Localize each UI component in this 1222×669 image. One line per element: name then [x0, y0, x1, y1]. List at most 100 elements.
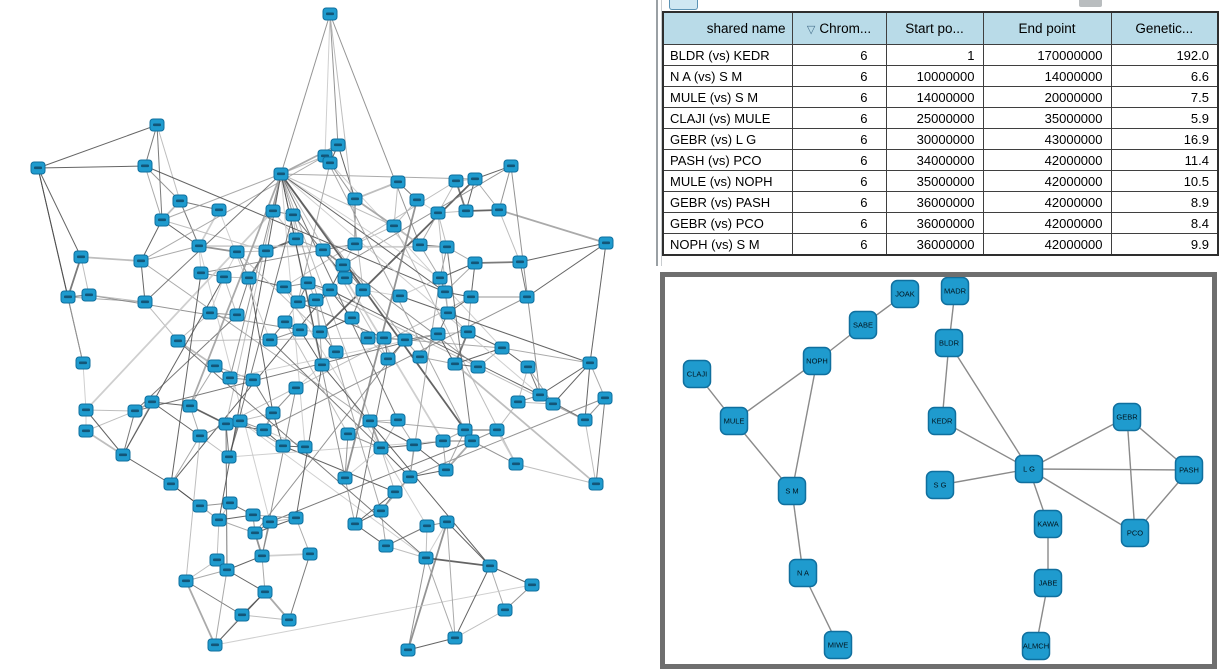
table-cell[interactable]: 6 [791, 170, 887, 192]
network-node[interactable] [412, 238, 428, 252]
table-cell[interactable]: 35000000 [885, 170, 984, 192]
table-cell[interactable]: GEBR (vs) PCO [662, 212, 793, 234]
network-node[interactable] [597, 391, 613, 405]
network-node[interactable] [75, 356, 91, 370]
network-node[interactable] [438, 463, 454, 477]
column-header-genetic[interactable]: Genetic... [1110, 11, 1219, 45]
network-node[interactable] [373, 441, 389, 455]
network-node[interactable] [508, 457, 524, 471]
table-cell[interactable]: 36000000 [885, 212, 984, 234]
network-node[interactable] [245, 373, 261, 387]
node-almch[interactable]: ALMCH [1021, 631, 1051, 661]
network-node[interactable] [322, 7, 338, 21]
network-node[interactable] [437, 285, 453, 299]
network-node[interactable] [470, 360, 486, 374]
node-kawa[interactable]: KAWA [1033, 509, 1063, 539]
network-node[interactable] [207, 359, 223, 373]
table-cell[interactable]: BLDR (vs) KEDR [662, 44, 793, 66]
network-node[interactable] [337, 471, 353, 485]
network-node[interactable] [435, 434, 451, 448]
network-node[interactable] [211, 203, 227, 217]
node-claji[interactable]: CLAJI [682, 359, 712, 389]
network-node[interactable] [519, 290, 535, 304]
table-cell[interactable]: 30000000 [885, 128, 984, 150]
network-node[interactable] [430, 327, 446, 341]
node-mule[interactable]: MULE [719, 406, 749, 436]
network-node[interactable] [288, 381, 304, 395]
network-node[interactable] [588, 477, 604, 491]
network-node[interactable] [144, 395, 160, 409]
node-kedr[interactable]: KEDR [927, 406, 957, 436]
network-node[interactable] [378, 539, 394, 553]
filter-icon[interactable]: ▽ [806, 24, 816, 36]
network-node[interactable] [182, 399, 198, 413]
network-edge[interactable] [1126, 416, 1136, 534]
table-cell[interactable]: 42000000 [982, 212, 1112, 234]
table-cell[interactable]: CLAJI (vs) MULE [662, 107, 793, 129]
network-node[interactable] [491, 203, 507, 217]
network-node[interactable] [458, 204, 474, 218]
network-node[interactable] [582, 356, 598, 370]
network-node[interactable] [297, 440, 313, 454]
network-node[interactable] [419, 519, 435, 533]
table-cell[interactable]: 6 [791, 149, 887, 171]
network-node[interactable] [598, 236, 614, 250]
node-noph[interactable]: NOPH [802, 346, 832, 376]
network-node[interactable] [191, 239, 207, 253]
network-node[interactable] [328, 345, 344, 359]
network-node[interactable] [178, 574, 194, 588]
network-node[interactable] [78, 403, 94, 417]
network-node[interactable] [545, 397, 561, 411]
tab-fragment[interactable] [669, 0, 698, 10]
network-node[interactable] [402, 470, 418, 484]
table-cell[interactable]: 10.5 [1110, 170, 1219, 192]
network-node[interactable] [221, 450, 237, 464]
network-node[interactable] [285, 208, 301, 222]
network-node[interactable] [229, 245, 245, 259]
network-node[interactable] [418, 551, 434, 565]
network-node[interactable] [288, 232, 304, 246]
network-node[interactable] [440, 306, 456, 320]
node-bldr[interactable]: BLDR [934, 328, 964, 358]
table-cell[interactable]: 36000000 [885, 191, 984, 213]
network-node[interactable] [312, 325, 328, 339]
network-node[interactable] [322, 283, 338, 297]
network-node[interactable] [362, 414, 378, 428]
network-node[interactable] [330, 138, 346, 152]
network-node[interactable] [273, 167, 289, 181]
table-cell[interactable]: 1 [885, 44, 984, 66]
network-node[interactable] [520, 360, 536, 374]
table-cell[interactable]: 42000000 [982, 233, 1112, 256]
network-node[interactable] [439, 515, 455, 529]
network-node[interactable] [218, 417, 234, 431]
network-edge[interactable] [948, 342, 1030, 470]
network-node[interactable] [245, 508, 261, 522]
network-node[interactable] [300, 276, 316, 290]
node-pco[interactable]: PCO [1120, 518, 1150, 548]
main-network-view[interactable] [0, 0, 655, 669]
network-node[interactable] [232, 414, 248, 428]
column-header-start-position[interactable]: Start po... [885, 11, 984, 45]
table-cell[interactable]: 6.6 [1110, 65, 1219, 87]
table-cell[interactable]: 8.4 [1110, 212, 1219, 234]
network-node[interactable] [347, 192, 363, 206]
column-header-chromosome[interactable]: ▽ Chrom... [791, 11, 887, 45]
network-node[interactable] [209, 553, 225, 567]
table-cell[interactable]: 14000000 [885, 86, 984, 108]
network-node[interactable] [256, 423, 272, 437]
network-node[interactable] [292, 323, 308, 337]
overview-network-panel[interactable]: JOAK MADR SABE BLDR NOPH CLAJI MULE KEDR GEBR L G… [660, 272, 1217, 669]
table-cell[interactable]: PASH (vs) PCO [662, 149, 793, 171]
node-s-g[interactable]: S G [925, 470, 955, 500]
node-miwe[interactable]: MIWE [823, 630, 853, 660]
network-node[interactable] [81, 288, 97, 302]
network-node[interactable] [397, 333, 413, 347]
network-node[interactable] [127, 404, 143, 418]
network-edge[interactable] [791, 360, 818, 492]
network-node[interactable] [211, 513, 227, 527]
network-node[interactable] [192, 429, 208, 443]
table-cell[interactable]: 6 [791, 107, 887, 129]
network-edge[interactable] [1028, 468, 1136, 534]
table-cell[interactable]: 43000000 [982, 128, 1112, 150]
network-edge[interactable] [941, 420, 1030, 470]
